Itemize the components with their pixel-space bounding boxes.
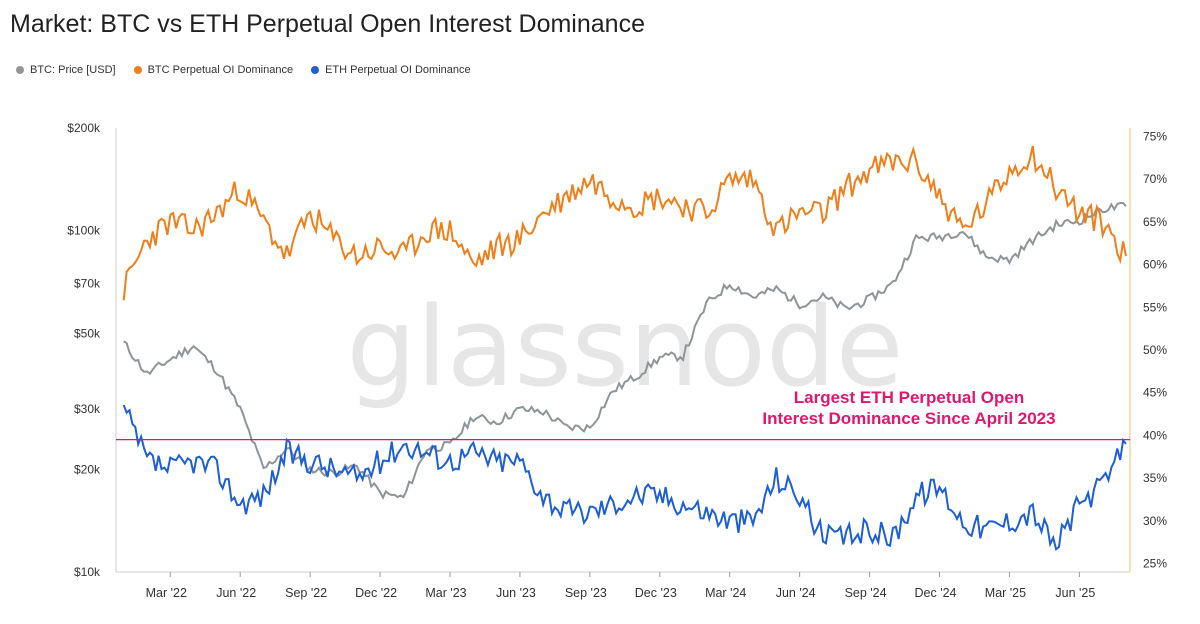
legend-dot-icon xyxy=(311,66,320,74)
x-tick-label: Dec '22 xyxy=(355,586,397,600)
x-tick-label: Dec '24 xyxy=(915,586,957,600)
legend-label: BTC: Price [USD] xyxy=(30,64,116,76)
x-tick-label: Mar '22 xyxy=(146,586,187,600)
x-tick-label: Mar '23 xyxy=(425,586,466,600)
x-tick-label: Jun '25 xyxy=(1055,586,1095,600)
x-tick-label: Mar '25 xyxy=(985,586,1026,600)
left-tick-label: $30k xyxy=(74,402,101,416)
right-tick-label: 60% xyxy=(1143,258,1167,272)
left-tick-label: $70k xyxy=(74,277,101,291)
right-tick-label: 40% xyxy=(1143,428,1167,442)
legend-dot-icon xyxy=(133,66,142,74)
legend-label: ETH Perpetual OI Dominance xyxy=(325,64,471,76)
right-tick-label: 55% xyxy=(1143,300,1167,314)
legend: BTC: Price [USD] BTC Perpetual OI Domina… xyxy=(16,64,471,76)
x-tick-label: Jun '23 xyxy=(496,586,536,600)
legend-item-btc-dominance[interactable]: BTC Perpetual OI Dominance xyxy=(133,64,294,76)
left-tick-label: $10k xyxy=(74,565,101,579)
left-tick-label: $200k xyxy=(67,121,101,135)
legend-item-eth-dominance[interactable]: ETH Perpetual OI Dominance xyxy=(311,64,471,76)
x-tick-label: Sep '23 xyxy=(565,586,607,600)
series-line-eth-dominance xyxy=(122,404,1127,552)
right-tick-label: 75% xyxy=(1143,130,1167,144)
right-tick-label: 50% xyxy=(1143,343,1167,357)
right-tick-label: 65% xyxy=(1143,215,1167,229)
right-tick-label: 70% xyxy=(1143,172,1167,186)
left-tick-label: $20k xyxy=(74,462,101,476)
watermark: glassnode xyxy=(347,283,904,411)
left-tick-label: $100k xyxy=(67,224,101,238)
x-tick-label: Sep '22 xyxy=(285,586,327,600)
x-tick-label: Sep '24 xyxy=(845,586,887,600)
x-tick-label: Dec '23 xyxy=(635,586,677,600)
right-tick-label: 35% xyxy=(1143,471,1167,485)
left-tick-label: $50k xyxy=(74,326,101,340)
x-tick-label: Jun '22 xyxy=(216,586,256,600)
x-tick-label: Jun '24 xyxy=(776,586,816,600)
right-tick-label: 45% xyxy=(1143,386,1167,400)
legend-label: BTC Perpetual OI Dominance xyxy=(147,64,294,76)
right-tick-label: 30% xyxy=(1143,514,1167,528)
legend-dot-icon xyxy=(16,66,24,74)
chart-title: Market: BTC vs ETH Perpetual Open Intere… xyxy=(10,10,645,38)
right-tick-label: 25% xyxy=(1143,556,1167,570)
annotation-line-1: Largest ETH Perpetual Open xyxy=(794,388,1025,407)
annotation-line-2: Interest Dominance Since April 2023 xyxy=(762,409,1055,428)
series-line-btc-dominance xyxy=(122,145,1127,301)
legend-item-btc-price[interactable]: BTC: Price [USD] xyxy=(16,64,116,76)
x-tick-label: Mar '24 xyxy=(705,586,746,600)
